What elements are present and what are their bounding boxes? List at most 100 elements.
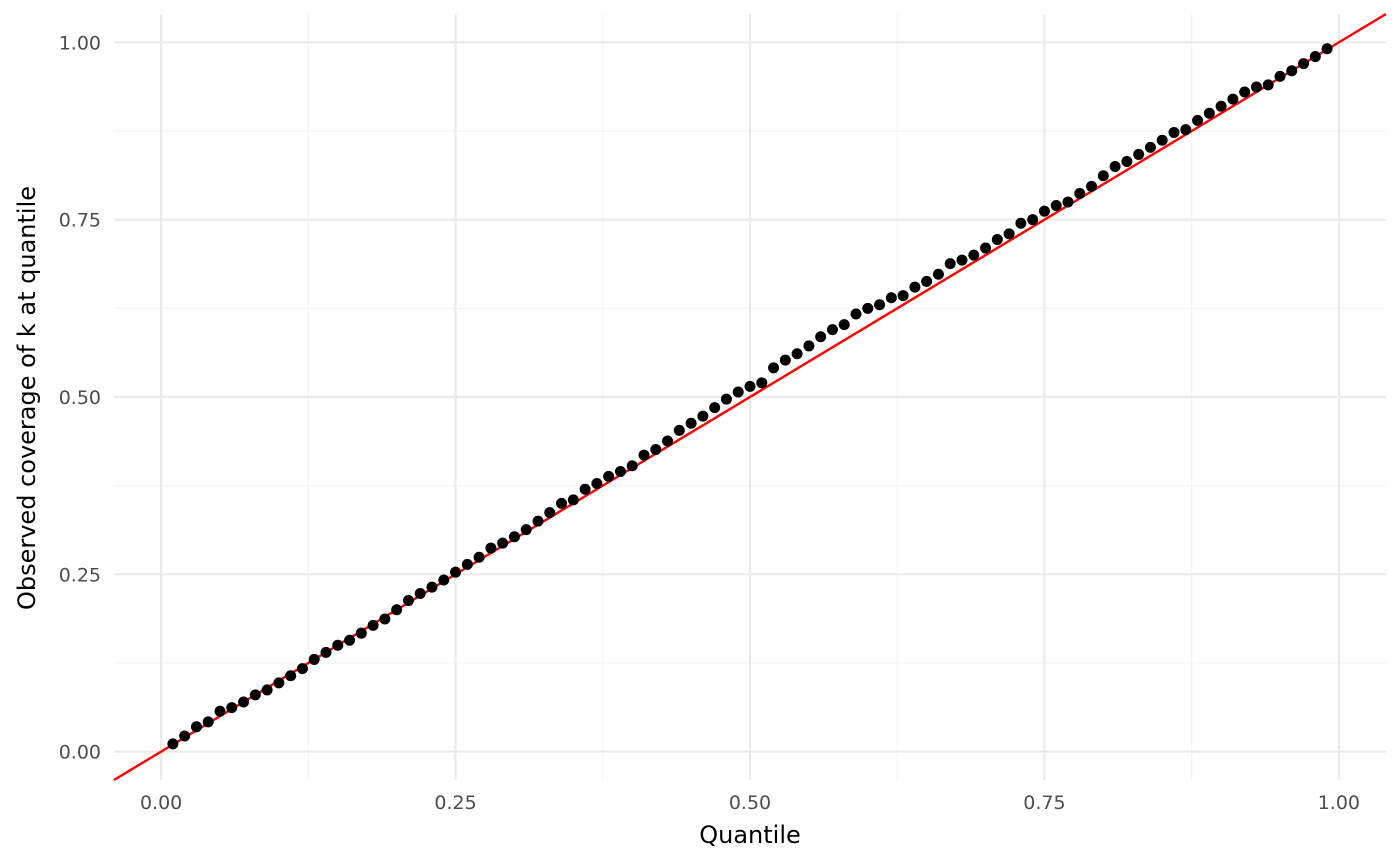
data-point: [402, 595, 414, 607]
data-point: [944, 258, 956, 270]
data-point: [697, 410, 709, 422]
data-point: [1239, 86, 1251, 98]
major-gridlines: [114, 14, 1386, 780]
data-point: [414, 587, 426, 599]
data-point: [1298, 58, 1310, 70]
data-point: [980, 242, 992, 254]
data-point: [1050, 200, 1062, 211]
data-point: [579, 483, 591, 495]
data-point: [1309, 51, 1321, 63]
data-point: [226, 702, 238, 714]
data-point: [1156, 134, 1168, 146]
data-point: [1180, 124, 1192, 136]
data-point: [485, 542, 497, 554]
data-point: [1262, 79, 1274, 91]
data-point: [238, 696, 250, 708]
data-point: [1250, 81, 1262, 93]
data-point: [214, 705, 226, 717]
data-point: [261, 684, 273, 696]
data-point: [391, 604, 403, 616]
y-tick-label: 0.25: [59, 564, 101, 586]
data-point: [556, 497, 568, 509]
data-point: [1227, 93, 1239, 105]
data-point: [862, 302, 874, 314]
data-point: [438, 574, 450, 586]
data-point: [673, 424, 685, 436]
data-point: [497, 537, 509, 549]
data-point: [450, 566, 462, 578]
y-tick-label: 0.75: [59, 210, 101, 232]
data-point: [249, 689, 261, 701]
data-point: [367, 619, 379, 631]
data-point: [591, 478, 603, 490]
data-point: [1144, 141, 1156, 153]
data-point: [732, 386, 744, 398]
data-point: [685, 417, 697, 429]
data-point: [285, 670, 297, 682]
data-point: [768, 362, 780, 374]
x-axis-title: Quantile: [699, 821, 801, 849]
x-tick-label: 0.00: [140, 792, 182, 814]
data-point: [1074, 187, 1086, 199]
data-point: [296, 663, 308, 675]
data-point: [344, 634, 356, 646]
data-point: [956, 254, 968, 266]
data-point: [744, 380, 756, 392]
data-point: [874, 299, 886, 311]
data-point: [662, 435, 674, 447]
data-point: [921, 275, 933, 287]
data-point: [897, 290, 909, 302]
data-point: [1038, 205, 1050, 217]
y-tick-label: 0.00: [59, 742, 101, 764]
data-point: [320, 646, 332, 658]
x-tick-label: 0.75: [1023, 792, 1065, 814]
data-point: [1203, 107, 1215, 119]
data-point: [779, 354, 791, 366]
data-point: [614, 465, 626, 477]
data-point: [709, 402, 721, 414]
data-point: [791, 348, 803, 360]
data-point: [650, 443, 662, 455]
data-point: [826, 324, 838, 336]
data-point: [1286, 65, 1298, 77]
data-point: [815, 331, 827, 343]
data-point: [720, 393, 732, 405]
x-tick-label: 0.25: [434, 792, 476, 814]
data-point: [1192, 114, 1204, 126]
data-point: [532, 515, 544, 527]
data-point: [1015, 217, 1027, 229]
y-axis-title: Observed coverage of k at quantile: [13, 186, 41, 610]
data-point: [1109, 160, 1121, 172]
data-point: [520, 524, 532, 536]
data-point: [991, 234, 1003, 246]
data-point: [426, 581, 438, 593]
data-point: [909, 281, 921, 293]
data-point: [1121, 156, 1133, 168]
data-point: [273, 677, 285, 689]
data-point: [567, 494, 579, 506]
data-point: [968, 249, 980, 261]
data-point: [1168, 126, 1180, 138]
data-point: [1003, 228, 1015, 240]
data-point: [638, 449, 650, 461]
data-point: [1133, 148, 1145, 160]
y-tick-label: 1.00: [59, 32, 101, 54]
data-point: [838, 319, 850, 331]
data-point: [167, 738, 179, 750]
data-point: [850, 308, 862, 320]
data-point: [332, 639, 344, 651]
data-point: [1097, 170, 1109, 182]
data-point: [355, 627, 367, 639]
data-point: [202, 716, 214, 728]
data-point: [803, 340, 815, 352]
y-tick-label: 0.50: [59, 387, 101, 409]
points-layer: [167, 43, 1333, 750]
data-point: [1321, 43, 1333, 55]
data-point: [756, 377, 768, 389]
data-point: [1086, 180, 1098, 192]
x-tick-label: 0.50: [729, 792, 771, 814]
data-point: [885, 292, 897, 304]
data-point: [1062, 196, 1074, 208]
data-point: [1027, 214, 1039, 226]
